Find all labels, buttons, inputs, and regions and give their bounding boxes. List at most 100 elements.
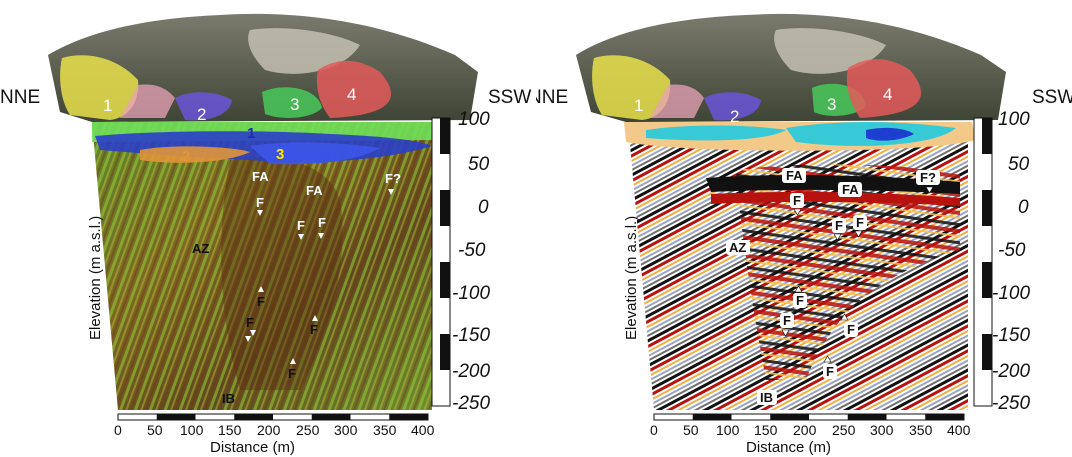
- elevation-tick-100: 100: [458, 109, 490, 130]
- distance-tick-350: 350: [373, 422, 397, 438]
- shallow-upper-blue: [250, 142, 380, 165]
- annotation-f-3: F: [318, 215, 326, 230]
- direction-left-label: NNE: [536, 87, 568, 108]
- distance-tick-0: 0: [114, 422, 122, 438]
- elevation-tick-minus-150: -150: [992, 325, 1030, 346]
- direction-left-label: NNE: [0, 87, 40, 108]
- panel-right-figure: 1 2 3 4 NNE SSW FA FA F? F: [536, 13, 1072, 456]
- terrain-quarry: [248, 28, 360, 74]
- zone-3-label: 3: [290, 95, 299, 114]
- distance-tick-0: 0: [650, 422, 658, 438]
- annotation-f-1: F: [793, 193, 801, 208]
- distance-tick-200: 200: [793, 422, 817, 438]
- annotation-f-5: F: [246, 315, 254, 330]
- elevation-tick-minus-50: -50: [998, 240, 1026, 261]
- arrow-down-icon: [245, 336, 251, 342]
- distance-tick-350: 350: [909, 422, 933, 438]
- distance-tick-50: 50: [147, 422, 163, 438]
- arrow-up-icon: [840, 313, 849, 321]
- elevation-tick-minus-50: -50: [458, 240, 486, 261]
- elevation-tick-minus-100: -100: [452, 283, 490, 304]
- elevation-tick-minus-150: -150: [452, 325, 490, 346]
- annotation-f-7: F: [288, 366, 296, 381]
- annotation-f-1: F: [256, 195, 264, 210]
- annotation-fa-1: FA: [786, 168, 803, 183]
- direction-right-label: SSW: [488, 87, 531, 108]
- annotation-f-4-box: F: [793, 293, 807, 308]
- zone-1-label: 1: [103, 96, 112, 115]
- arrow-down-icon: [257, 210, 263, 216]
- arrow-up-icon: [823, 355, 832, 363]
- arrow-down-icon: [318, 233, 324, 239]
- distance-tick-200: 200: [257, 422, 281, 438]
- annotation-az-box: AZ: [726, 240, 750, 255]
- reflector-band: [706, 175, 960, 194]
- shallow-orange-layer: [140, 146, 250, 163]
- direction-right-label: SSW: [1032, 87, 1072, 108]
- x-axis-label: Distance (m): [746, 439, 831, 456]
- elevation-tick-minus-100: -100: [992, 283, 1030, 304]
- annotation-f-6-box: F: [844, 322, 858, 337]
- annotation-f-5: F: [783, 313, 791, 328]
- distance-tick-300: 300: [870, 422, 894, 438]
- arrow-up-icon: [312, 315, 318, 321]
- arrow-down-icon: [925, 186, 934, 194]
- annotation-f-3-box: F: [853, 215, 867, 230]
- shallow-deep-blue: [866, 127, 914, 141]
- zone-4-shape: [316, 60, 392, 118]
- annotation-fa-2: FA: [306, 183, 323, 198]
- arrow-up-icon: [794, 285, 803, 293]
- annotation-fa-1-box: FA: [782, 168, 806, 183]
- annotation-f-1-box: F: [790, 193, 804, 208]
- zone-4-shape: [846, 59, 922, 118]
- annotation-f-7: F: [826, 364, 834, 379]
- zone-1-label: 1: [634, 96, 643, 115]
- reflector-band-red: [711, 191, 960, 206]
- zone-3-shape: [262, 87, 322, 118]
- annotation-f-6: F: [310, 322, 318, 337]
- annotation-fa-2-box: FA: [838, 182, 862, 197]
- annotation-f-question: F?: [385, 171, 401, 186]
- arrow-down-icon: [781, 329, 790, 337]
- distance-tick-300: 300: [334, 422, 358, 438]
- annotation-f-question: F?: [920, 170, 936, 185]
- distance-tick-100: 100: [180, 422, 204, 438]
- arrow-down-icon: [298, 234, 304, 240]
- annotation-f-4: F: [257, 294, 265, 309]
- terrain-quarry: [774, 28, 886, 74]
- arrow-up-icon: [258, 286, 264, 292]
- fault-arrows: [245, 189, 394, 364]
- zone-pink-strip: [120, 84, 175, 118]
- distance-scale-bar: [117, 413, 429, 421]
- annotation-f-2: F: [835, 218, 843, 233]
- panel-left: 1 2 3 4 NNE SSW 1 2 3 FA FA F? F F F AZ …: [0, 13, 531, 456]
- elevation-tick-0: 0: [1018, 197, 1029, 218]
- annotation-f-2: F: [297, 218, 305, 233]
- section-streaks: [92, 122, 432, 410]
- elevation-tick-50: 50: [468, 154, 490, 175]
- elevation-tick-100: 100: [998, 109, 1030, 130]
- distance-tick-150: 150: [754, 422, 778, 438]
- annotation-fa-1: FA: [252, 169, 269, 184]
- y-axis-label: Elevation (m a.s.l.): [87, 216, 104, 340]
- annotation-az: AZ: [192, 241, 209, 256]
- shallow-label-1: 1: [247, 125, 255, 142]
- elevation-scale-bar: [973, 117, 993, 407]
- zone-2-label: 2: [197, 105, 206, 124]
- arrow-down-icon: [388, 189, 394, 195]
- panel-right: 1 2 3 4 NNE SSW FA FA F? F: [536, 0, 1072, 457]
- annotation-f-4: F: [796, 293, 804, 308]
- annotation-f-2-box: F: [832, 218, 846, 233]
- fault-arrows: [781, 186, 934, 363]
- zone-2-label: 2: [730, 107, 739, 126]
- elevation-tick-minus-250: -250: [992, 393, 1030, 414]
- annotation-f-question-box: F?: [916, 170, 940, 185]
- distance-tick-100: 100: [716, 422, 740, 438]
- zone-pink-strip: [650, 84, 704, 118]
- arrow-up-icon: [290, 358, 296, 364]
- panel-left-figure: 1 2 3 4 NNE SSW 1 2 3 FA FA F? F F F AZ …: [0, 13, 531, 456]
- zone-3-label: 3: [827, 95, 836, 114]
- annotation-f-3: F: [856, 215, 864, 230]
- distance-tick-250: 250: [296, 422, 320, 438]
- annotation-ib: IB: [222, 391, 235, 406]
